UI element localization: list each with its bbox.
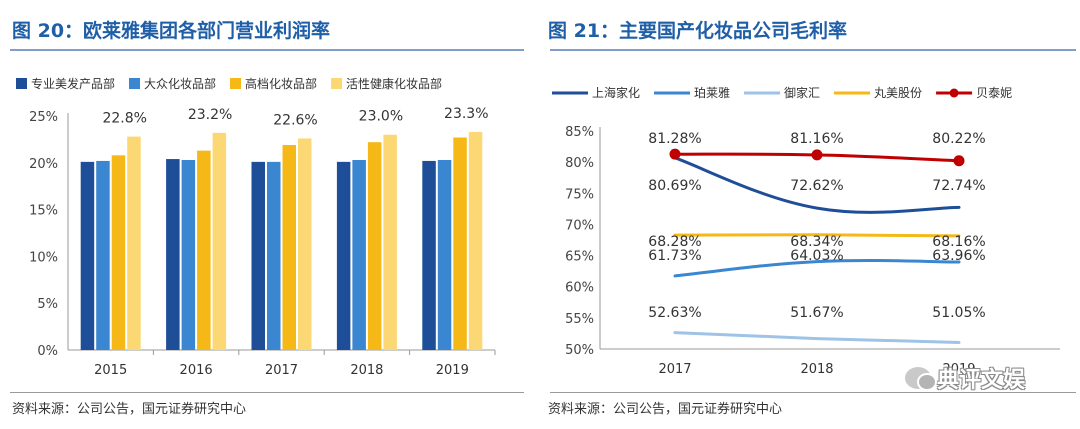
bar-2019-s1	[437, 159, 452, 350]
data-label: 80.22%	[932, 131, 985, 147]
legend-swatch-2	[230, 78, 242, 89]
bar-2016-s1	[181, 159, 196, 350]
bar-2018-s2	[367, 142, 382, 350]
bar-2019-s0	[422, 160, 436, 350]
bar-2015-s1	[96, 160, 110, 350]
bar-2017-s1	[267, 161, 281, 350]
y-tick-label: 65%	[565, 250, 594, 265]
bar-2015-s2	[111, 155, 126, 350]
y-tick-label: 55%	[565, 312, 594, 327]
right-bottom-rule	[550, 392, 1076, 393]
data-label: 22.8%	[102, 111, 146, 127]
legend-label-4: 贝泰妮	[976, 86, 1012, 100]
bar-2016-s0	[166, 159, 180, 350]
series-line-2	[673, 331, 961, 344]
bar-2016-s2	[197, 150, 211, 350]
y-tick-label: 20%	[29, 157, 58, 172]
x-tick-label: 2018	[800, 362, 833, 377]
data-label: 68.16%	[932, 234, 985, 250]
data-label: 64.03%	[790, 248, 843, 264]
data-label: 81.28%	[648, 131, 701, 147]
y-tick-label: 70%	[565, 218, 594, 233]
y-tick-label: 0%	[37, 344, 58, 359]
x-tick-label: 2017	[265, 363, 298, 378]
legend-label-2: 御家汇	[784, 85, 820, 100]
y-tick-label: 5%	[37, 297, 58, 312]
y-tick-label: 15%	[29, 204, 58, 219]
y-tick-label: 75%	[565, 187, 594, 202]
legend-label-3: 丸美股份	[874, 86, 922, 100]
legend-marker-4	[949, 88, 959, 98]
y-tick-label: 10%	[29, 250, 58, 265]
series-marker-4-0	[669, 148, 681, 160]
wechat-icon	[905, 367, 937, 391]
bar-2018-s0	[336, 161, 351, 350]
y-tick-label: 80%	[565, 156, 594, 171]
right-figure-title: 图 21：主要国产化妆品公司毛利率	[548, 20, 848, 42]
data-label: 23.2%	[188, 107, 232, 123]
legend-swatch-0	[16, 78, 27, 89]
data-label: 68.34%	[790, 234, 843, 250]
right-figure-panel: 图 21：主要国产化妆品公司毛利率 上海家化 珀莱雅 御家汇 丸美股份 贝泰妮 50% 55…	[540, 0, 1080, 429]
bar-2019-s3	[468, 131, 483, 350]
watermark: 典评文娱	[905, 362, 1025, 394]
data-label: 81.16%	[790, 131, 843, 147]
data-label: 68.28%	[648, 234, 701, 250]
right-source-note: 资料来源：公司公告，国元证券研究中心	[548, 402, 783, 417]
y-tick-label: 85%	[565, 125, 594, 140]
bar-2018-s3	[383, 134, 397, 350]
x-tick-label: 2016	[180, 363, 213, 378]
y-tick-label: 25%	[29, 110, 58, 125]
series-marker-4-1	[811, 149, 823, 161]
watermark-text: 典评文娱	[937, 368, 1026, 393]
series-marker-4-2	[953, 155, 965, 167]
bar-2019-s2	[453, 137, 467, 350]
y-tick-label: 50%	[565, 343, 594, 358]
data-label: 51.05%	[932, 305, 985, 321]
left-source-note: 资料来源：公司公告，国元证券研究中心	[12, 402, 247, 417]
data-label: 80.69%	[648, 178, 701, 194]
right-title-rule	[550, 49, 1076, 51]
left-figure-panel: 图 20：欧莱雅集团各部门营业利润率 专业美发产品部 大众化妆品部 高档化妆品部 活性…	[0, 0, 528, 429]
left-bottom-rule	[10, 392, 524, 393]
data-label: 22.6%	[273, 112, 317, 128]
bar-2016-s3	[212, 132, 227, 350]
legend-label-0: 专业美发产品部	[31, 76, 115, 91]
bar-2017-s3	[298, 138, 312, 350]
bar-2015-s0	[80, 161, 95, 350]
data-label: 23.0%	[359, 109, 403, 125]
x-tick-label: 2019	[942, 362, 975, 377]
left-title-rule	[10, 49, 524, 51]
bar-2018-s1	[352, 159, 366, 350]
line-chart: 上海家化 珀莱雅 御家汇 丸美股份 贝泰妮 50% 55% 60% 65% 70% 75% 80% 85…	[552, 85, 1060, 377]
x-tick-label: 2015	[94, 363, 127, 378]
legend-label-2: 高档化妆品部	[245, 76, 317, 91]
legend-label-0: 上海家化	[592, 85, 640, 100]
series-line-1	[673, 258, 961, 278]
bar-chart: 专业美发产品部 大众化妆品部 高档化妆品部 活性健康化妆品部 0% 5% 10% 15% 20%…	[16, 76, 496, 378]
legend-swatch-3	[331, 78, 343, 89]
x-tick-label: 2018	[350, 363, 383, 378]
series-line-0	[673, 156, 961, 214]
data-label: 23.3%	[444, 106, 488, 122]
legend-label-1: 大众化妆品部	[144, 76, 216, 91]
legend-label-1: 珀莱雅	[694, 85, 730, 100]
bar-2017-s2	[282, 145, 296, 350]
data-label: 52.63%	[648, 305, 701, 321]
bar-2015-s3	[127, 136, 141, 350]
bar-2017-s0	[251, 161, 265, 350]
x-tick-label: 2017	[658, 362, 691, 377]
legend-label-3: 活性健康化妆品部	[346, 76, 442, 91]
data-label: 63.96%	[932, 248, 985, 264]
series-line-3	[673, 233, 961, 238]
data-label: 61.73%	[648, 248, 701, 264]
data-label: 72.62%	[790, 178, 843, 194]
left-figure-title: 图 20：欧莱雅集团各部门营业利润率	[12, 20, 331, 42]
data-label: 51.67%	[790, 305, 843, 321]
data-label: 72.74%	[932, 178, 985, 194]
x-tick-label: 2019	[436, 363, 469, 378]
y-tick-label: 60%	[565, 281, 594, 296]
legend-swatch-1	[129, 78, 141, 89]
